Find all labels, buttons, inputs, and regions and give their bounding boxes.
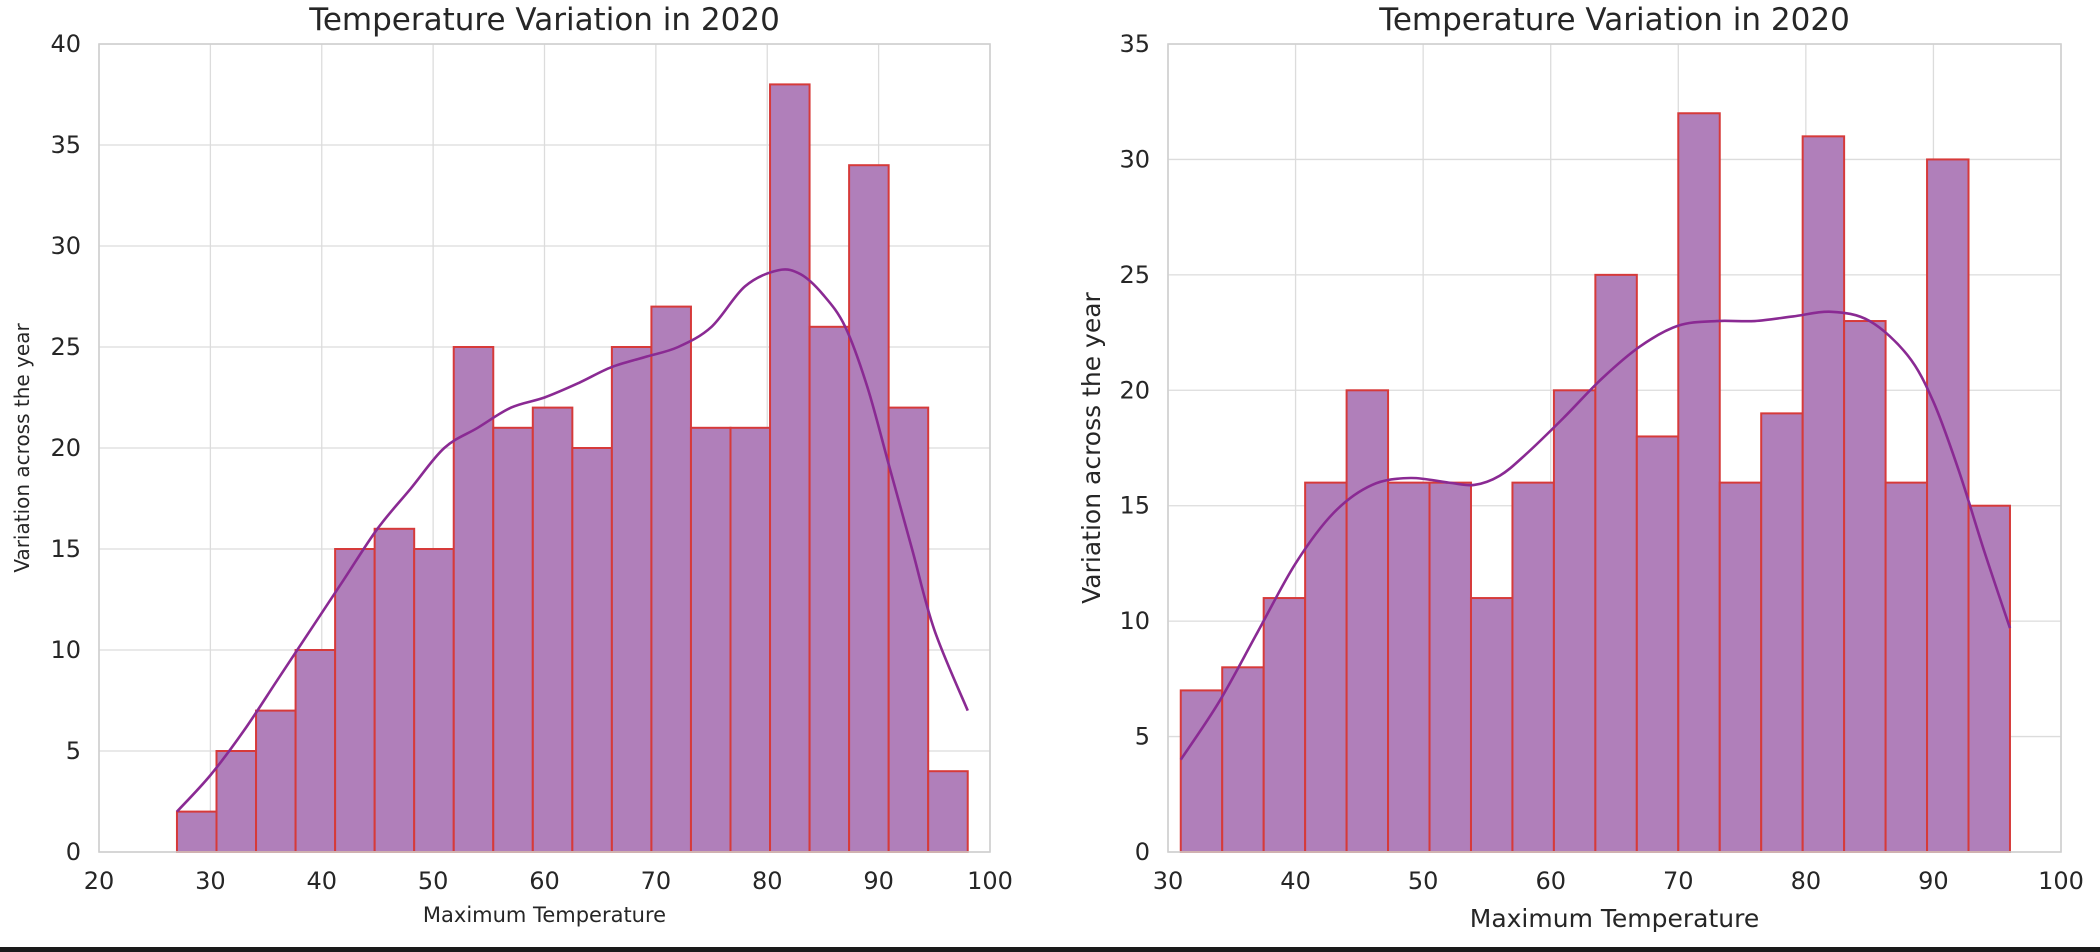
histogram-bar xyxy=(1801,135,1846,854)
histogram-bar xyxy=(729,426,772,853)
histogram-bar xyxy=(1594,273,1638,854)
histogram-bar xyxy=(1221,666,1265,853)
x-tick-label: 90 xyxy=(863,867,894,895)
histogram-bar xyxy=(373,527,416,853)
histogram-bar xyxy=(255,709,297,853)
histogram-bar xyxy=(887,406,930,853)
histogram-bar xyxy=(571,447,613,853)
y-tick-label: 40 xyxy=(50,30,81,58)
x-tick-label: 20 xyxy=(84,867,115,895)
histogram-bar xyxy=(1262,597,1307,853)
histogram-bar xyxy=(175,810,218,853)
histogram-bar xyxy=(808,325,851,853)
x-tick-label: 40 xyxy=(1280,867,1311,895)
x-tick-label: 50 xyxy=(418,867,449,895)
y-tick-label: 35 xyxy=(1119,30,1150,58)
y-tick-label: 10 xyxy=(50,636,81,664)
histogram-bar xyxy=(1469,597,1514,853)
y-tick-label: 5 xyxy=(1135,723,1150,751)
x-tick-label: 60 xyxy=(529,867,560,895)
y-tick-label: 35 xyxy=(50,131,81,159)
histogram-bar xyxy=(1843,320,1887,853)
histogram-bar xyxy=(1926,158,1970,853)
histogram-bar xyxy=(1635,435,1680,853)
y-tick-label: 20 xyxy=(50,434,81,462)
y-tick-label: 25 xyxy=(50,333,81,361)
x-tick-label: 100 xyxy=(2038,867,2084,895)
histogram-bar xyxy=(848,164,890,853)
histogram-bar xyxy=(1387,481,1431,853)
y-tick-label: 5 xyxy=(66,737,81,765)
histogram-bar xyxy=(689,426,732,853)
y-axis-label: Variation across the year xyxy=(1077,291,1106,603)
chart-title: Temperature Variation in 2020 xyxy=(308,2,780,38)
x-tick-label: 30 xyxy=(195,867,226,895)
histogram-bar xyxy=(492,426,534,853)
x-tick-label: 80 xyxy=(752,867,783,895)
bottom-border xyxy=(0,947,2100,952)
histogram-bar xyxy=(650,305,692,854)
x-tick-label: 70 xyxy=(1663,867,1694,895)
y-tick-label: 15 xyxy=(1119,492,1150,520)
y-tick-label: 20 xyxy=(1119,376,1150,404)
histogram-bar xyxy=(927,770,969,854)
histogram-bar xyxy=(610,346,653,853)
y-tick-label: 25 xyxy=(1119,261,1150,289)
histogram-bar xyxy=(1718,481,1763,853)
histogram-bar xyxy=(1345,389,1390,853)
plot-frame xyxy=(98,43,991,853)
x-tick-label: 60 xyxy=(1535,867,1566,895)
chart-title: Temperature Variation in 2020 xyxy=(1378,2,1850,38)
y-tick-label: 10 xyxy=(1119,607,1150,635)
histogram-bar xyxy=(1511,481,1555,853)
x-tick-label: 50 xyxy=(1408,867,1439,895)
kde-curve xyxy=(176,268,969,813)
plot-frame xyxy=(1167,43,2062,853)
y-axis-label: Variation across the year xyxy=(10,323,34,573)
histogram-bar xyxy=(1552,389,1597,853)
histogram-bar xyxy=(215,750,258,853)
histogram-bar xyxy=(1428,481,1472,853)
histogram-bar xyxy=(294,649,337,853)
left-histogram-chart: 20 30 40 50 60 70 80 90 100 0 5 10 15 20 25 30 35 40 Tempe… xyxy=(10,2,1013,927)
y-tick-label: 30 xyxy=(50,232,81,260)
histogram-bar xyxy=(1677,112,1721,853)
histogram-bar xyxy=(1760,412,1804,853)
histogram-bar xyxy=(531,406,574,853)
x-tick-label: 100 xyxy=(967,867,1013,895)
x-tick-label: 30 xyxy=(1153,867,1184,895)
histogram-bar xyxy=(1884,481,1929,853)
histogram-bar xyxy=(334,548,376,853)
x-axis-label: Maximum Temperature xyxy=(1470,904,1760,933)
histogram-bar xyxy=(1967,504,2011,853)
histogram-bar xyxy=(1179,689,1224,854)
x-tick-label: 40 xyxy=(306,867,337,895)
y-tick-label: 0 xyxy=(66,838,81,866)
x-axis-label: Maximum Temperature xyxy=(423,903,666,927)
x-tick-label: 90 xyxy=(1918,867,1949,895)
x-tick-label: 80 xyxy=(1791,867,1822,895)
y-tick-label: 15 xyxy=(50,535,81,563)
histogram-bar xyxy=(769,83,811,853)
histogram-bar xyxy=(413,548,455,853)
y-tick-label: 30 xyxy=(1119,145,1150,173)
y-tick-label: 0 xyxy=(1135,838,1150,866)
kde-curve xyxy=(1179,310,2012,761)
x-tick-label: 70 xyxy=(641,867,672,895)
right-histogram-chart: 30 40 50 60 70 80 90 100 0 5 10 15 20 25 30 35 Temperatu… xyxy=(1077,2,2084,933)
